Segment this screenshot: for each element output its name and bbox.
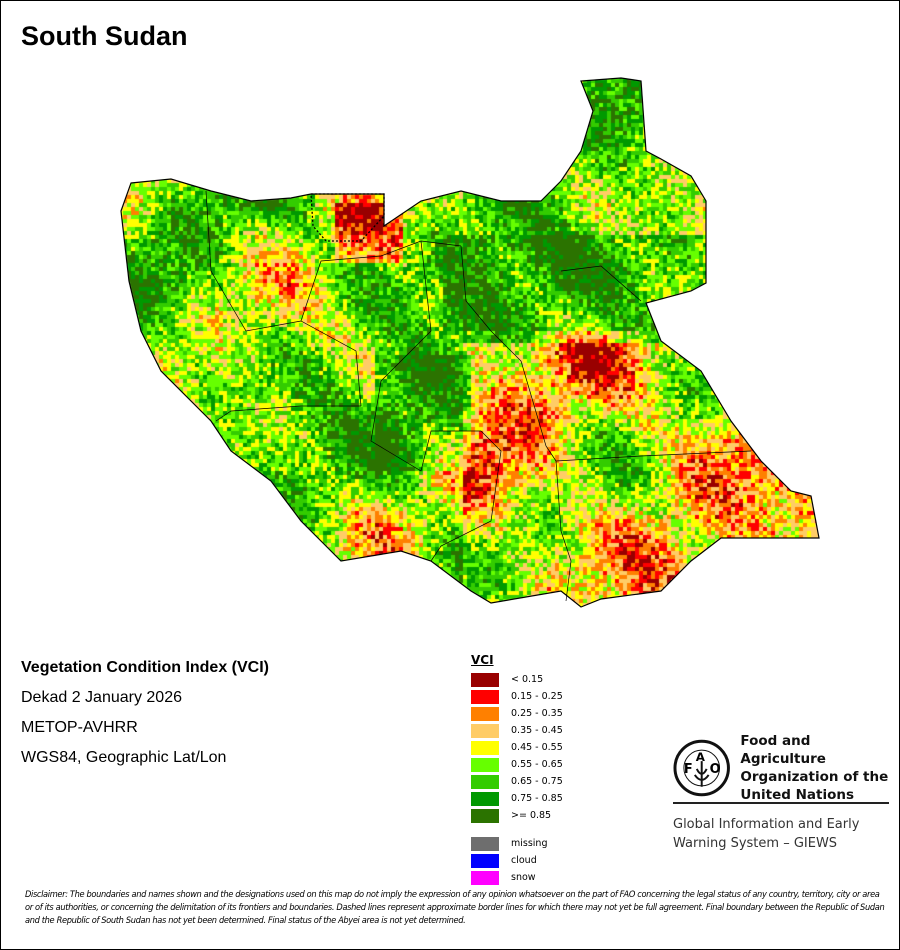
period-label: Dekad 2 January 2026 [21, 689, 182, 706]
fao-name-line: Organization of the [740, 769, 889, 785]
fao-name-line: Food and Agriculture [740, 733, 826, 767]
legend-item: snow [471, 869, 563, 886]
state-borders [205, 190, 752, 602]
legend-swatch [471, 689, 499, 704]
sensor-label: METOP-AVHRR [21, 719, 138, 736]
legend-item: >= 0.85 [471, 807, 563, 824]
legend-label: 0.65 - 0.75 [511, 776, 563, 787]
giews-line: Global Information and Early [673, 817, 860, 832]
legend-title: VCI [471, 653, 494, 667]
legend-swatch [471, 757, 499, 772]
country-outline [120, 77, 820, 608]
svg-text:F: F [684, 762, 693, 777]
legend-label: 0.15 - 0.25 [511, 691, 563, 702]
legend-label: 0.35 - 0.45 [511, 725, 563, 736]
svg-text:A: A [696, 750, 706, 764]
legend-item: 0.15 - 0.25 [471, 688, 563, 705]
disclaimer: Disclaimer: The boundaries and names sho… [25, 889, 885, 926]
legend-swatch [471, 672, 499, 687]
legend-item: cloud [471, 852, 563, 869]
legend-item: < 0.15 [471, 671, 563, 688]
legend-label: 0.55 - 0.65 [511, 759, 563, 770]
svg-text:O: O [710, 762, 721, 777]
legend-swatch [471, 870, 499, 885]
fao-name: Food and Agriculture Organization of the… [740, 732, 899, 804]
legend-swatch [471, 740, 499, 755]
legend-label: 0.75 - 0.85 [511, 793, 563, 804]
legend-swatch [471, 723, 499, 738]
divider [673, 802, 889, 804]
legend-item: 0.25 - 0.35 [471, 705, 563, 722]
legend-label: < 0.15 [511, 674, 544, 685]
legend-item: missing [471, 835, 563, 852]
legend-item: 0.75 - 0.85 [471, 790, 563, 807]
abyei-dashed-border [310, 193, 385, 242]
legend-label: snow [511, 872, 536, 883]
legend-item: 0.55 - 0.65 [471, 756, 563, 773]
projection-label: WGS84, Geographic Lat/Lon [21, 749, 227, 766]
fao-name-line: United Nations [740, 787, 855, 803]
legend-swatch [471, 853, 499, 868]
legend-swatch [471, 774, 499, 789]
legend-item: 0.45 - 0.55 [471, 739, 563, 756]
legend-label: 0.25 - 0.35 [511, 708, 563, 719]
legend-swatch [471, 791, 499, 806]
product-name: Vegetation Condition Index (VCI) [21, 659, 269, 676]
fao-logo-block: F A O Food and Agriculture Organization … [673, 732, 899, 804]
vci-legend: VCI < 0.15 0.15 - 0.25 0.25 - 0.35 0.35 - 0… [471, 653, 563, 886]
fao-emblem-icon: F A O [673, 739, 730, 797]
legend-label: missing [511, 838, 548, 849]
legend-item: 0.35 - 0.45 [471, 722, 563, 739]
legend-swatch [471, 836, 499, 851]
map-title: South Sudan [21, 21, 188, 51]
legend-swatch [471, 706, 499, 721]
giews-label: Global Information and Early Warning Sys… [673, 815, 859, 853]
legend-label: cloud [511, 855, 537, 866]
legend-item: 0.65 - 0.75 [471, 773, 563, 790]
legend-swatch [471, 808, 499, 823]
legend-label: >= 0.85 [511, 810, 552, 821]
legend-label: 0.45 - 0.55 [511, 742, 563, 753]
giews-line: Warning System – GIEWS [673, 836, 838, 851]
